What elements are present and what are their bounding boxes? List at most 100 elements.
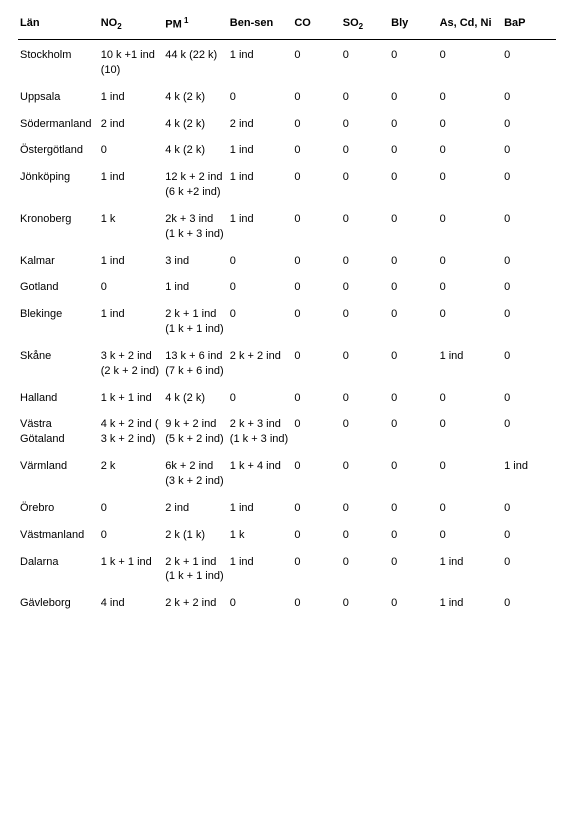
cell: Örebro (18, 495, 99, 522)
cell: 0 (341, 274, 389, 301)
cell: 1 ind (163, 274, 228, 301)
cell: 1 ind (438, 590, 503, 617)
cell: 4 k (2 k) (163, 137, 228, 164)
cell: 3 k + 2 ind (2 k + 2 ind) (99, 343, 164, 385)
cell: 0 (99, 274, 164, 301)
cell: 0 (292, 39, 340, 83)
table-row: Kronoberg1 k2k + 3 ind (1 k + 3 ind)1 in… (18, 206, 556, 248)
col-header-1: NO2 (99, 12, 164, 39)
cell: 0 (341, 206, 389, 248)
cell: Värmland (18, 453, 99, 495)
cell: 1 ind (502, 453, 556, 495)
cell: Västra Götaland (18, 411, 99, 453)
cell: 0 (389, 248, 437, 275)
cell: 0 (389, 549, 437, 591)
cell: 0 (292, 343, 340, 385)
cell: 0 (292, 274, 340, 301)
cell: 0 (341, 385, 389, 412)
cell: 0 (438, 84, 503, 111)
cell: Gävleborg (18, 590, 99, 617)
cell: 0 (438, 385, 503, 412)
cell: 0 (502, 549, 556, 591)
cell: Halland (18, 385, 99, 412)
cell: 0 (228, 385, 293, 412)
table-body: Stockholm10 k +1 ind (10)44 k (22 k)1 in… (18, 39, 556, 617)
cell: 0 (292, 206, 340, 248)
cell: 1 ind (228, 549, 293, 591)
cell: Kalmar (18, 248, 99, 275)
table-row: Skåne3 k + 2 ind (2 k + 2 ind)13 k + 6 i… (18, 343, 556, 385)
cell: Blekinge (18, 301, 99, 343)
cell: 0 (438, 39, 503, 83)
cell: 0 (389, 84, 437, 111)
cell: 9 k + 2 ind (5 k + 2 ind) (163, 411, 228, 453)
cell: 0 (502, 274, 556, 301)
cell: 0 (389, 274, 437, 301)
cell: 0 (228, 84, 293, 111)
cell: 0 (389, 385, 437, 412)
col-header-4: CO (292, 12, 340, 39)
cell: 0 (502, 206, 556, 248)
cell: 0 (341, 84, 389, 111)
cell: 0 (292, 411, 340, 453)
cell: 0 (389, 206, 437, 248)
table-row: Västmanland02 k (1 k)1 k00000 (18, 522, 556, 549)
cell: 1 k + 1 ind (99, 549, 164, 591)
cell: 0 (292, 137, 340, 164)
header-row: LänNO2PM 1Ben-senCOSO2BlyAs, Cd, NiBaP (18, 12, 556, 39)
cell: 0 (389, 590, 437, 617)
table-row: Jönköping1 ind12 k + 2 ind (6 k +2 ind)1… (18, 164, 556, 206)
cell: 2 k + 1 ind (1 k + 1 ind) (163, 301, 228, 343)
cell: 0 (341, 522, 389, 549)
cell: 1 ind (228, 206, 293, 248)
cell: 0 (438, 301, 503, 343)
cell: 0 (438, 495, 503, 522)
cell: Uppsala (18, 84, 99, 111)
cell: 4 k (2 k) (163, 111, 228, 138)
data-table: LänNO2PM 1Ben-senCOSO2BlyAs, Cd, NiBaP S… (18, 12, 556, 617)
cell: 44 k (22 k) (163, 39, 228, 83)
cell: 0 (292, 495, 340, 522)
cell: 0 (389, 495, 437, 522)
cell: 1 ind (99, 248, 164, 275)
cell: 0 (228, 301, 293, 343)
cell: 0 (341, 137, 389, 164)
cell: 1 k + 4 ind (228, 453, 293, 495)
table-row: Uppsala1 ind4 k (2 k)000000 (18, 84, 556, 111)
cell: 0 (389, 301, 437, 343)
page: LänNO2PM 1Ben-senCOSO2BlyAs, Cd, NiBaP S… (0, 0, 574, 635)
cell: 0 (438, 248, 503, 275)
cell: 0 (438, 111, 503, 138)
cell: 2 ind (228, 111, 293, 138)
cell: 2 ind (99, 111, 164, 138)
cell: 0 (99, 522, 164, 549)
col-header-2: PM 1 (163, 12, 228, 39)
cell: 0 (292, 164, 340, 206)
cell: 1 k (99, 206, 164, 248)
cell: Östergötland (18, 137, 99, 164)
cell: 4 k (2 k) (163, 84, 228, 111)
cell: 0 (389, 39, 437, 83)
cell: 12 k + 2 ind (6 k +2 ind) (163, 164, 228, 206)
cell: 1 ind (438, 549, 503, 591)
cell: 0 (438, 164, 503, 206)
cell: 0 (341, 248, 389, 275)
cell: 0 (438, 274, 503, 301)
cell: 0 (389, 522, 437, 549)
cell: 0 (502, 164, 556, 206)
cell: 0 (292, 385, 340, 412)
cell: 0 (341, 343, 389, 385)
cell: 2 k + 3 ind (1 k + 3 ind) (228, 411, 293, 453)
cell: 4 ind (99, 590, 164, 617)
cell: 2 k (1 k) (163, 522, 228, 549)
cell: 0 (502, 84, 556, 111)
cell: 1 k (228, 522, 293, 549)
table-row: Kalmar1 ind3 ind000000 (18, 248, 556, 275)
cell: 0 (341, 411, 389, 453)
cell: 1 ind (228, 495, 293, 522)
col-header-0: Län (18, 12, 99, 39)
cell: 0 (389, 164, 437, 206)
cell: 0 (99, 137, 164, 164)
cell: 1 ind (228, 39, 293, 83)
cell: 0 (292, 301, 340, 343)
